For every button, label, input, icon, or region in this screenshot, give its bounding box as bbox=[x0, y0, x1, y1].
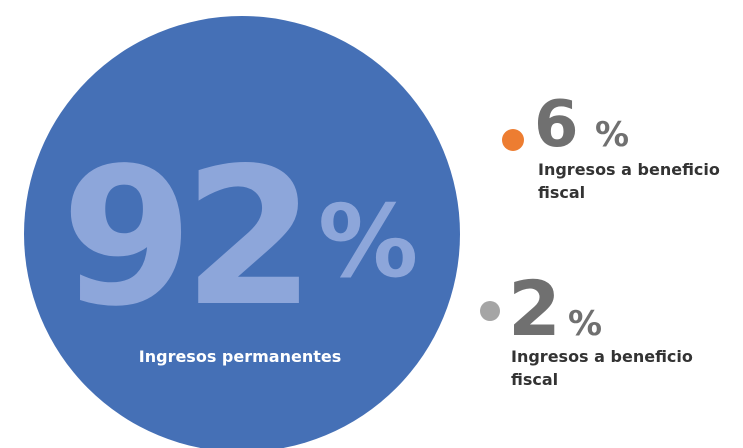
gray-label: Ingresos a beneficio fiscal bbox=[511, 347, 693, 389]
main-label: Ingresos permanentes bbox=[139, 347, 341, 366]
main-bubble bbox=[24, 16, 460, 448]
main-value: 92 bbox=[61, 127, 305, 348]
orange-value: 6 bbox=[534, 88, 579, 162]
orange-unit: % bbox=[595, 115, 629, 155]
gray-unit: % bbox=[568, 304, 602, 344]
gray-dot bbox=[480, 301, 500, 321]
orange-dot bbox=[502, 129, 524, 151]
gray-value: 2 bbox=[508, 264, 561, 353]
orange-label: Ingresos a beneficio fiscal bbox=[538, 160, 720, 202]
main-unit: % bbox=[318, 183, 418, 300]
